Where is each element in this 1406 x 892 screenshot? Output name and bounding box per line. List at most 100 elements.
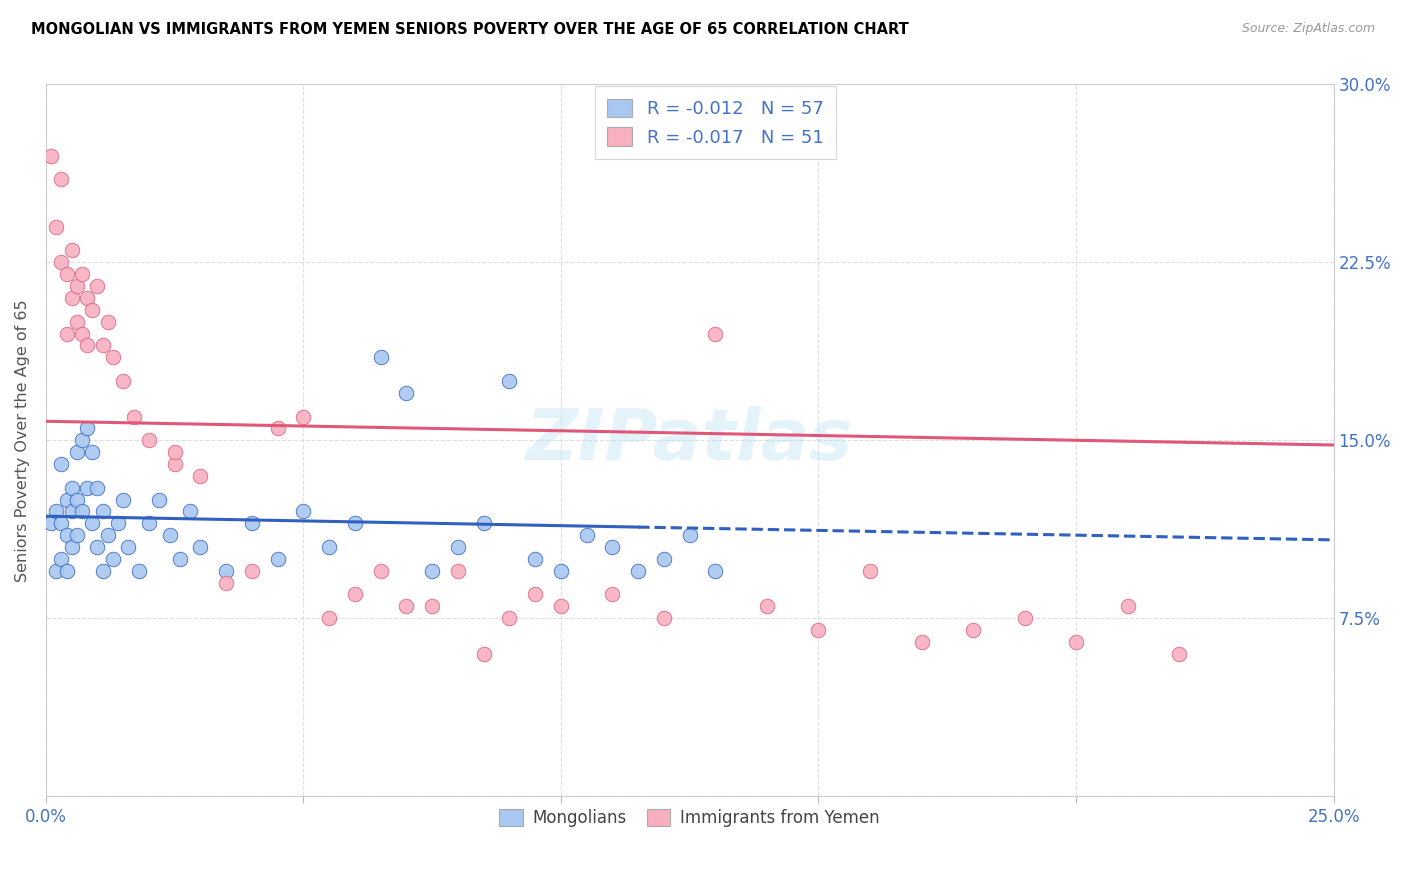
Point <box>51 552 73 566</box>
Point <box>472 647 495 661</box>
Point <box>215 575 238 590</box>
Point <box>60 481 83 495</box>
Point <box>318 540 340 554</box>
Point <box>395 385 418 400</box>
Point <box>169 552 191 566</box>
Text: Source: ZipAtlas.com: Source: ZipAtlas.com <box>1241 22 1375 36</box>
Point <box>395 599 418 614</box>
Point <box>370 564 392 578</box>
Point <box>859 564 882 578</box>
Point <box>66 528 89 542</box>
Point <box>51 516 73 531</box>
Point <box>550 564 572 578</box>
Point <box>122 409 145 424</box>
Point <box>55 267 77 281</box>
Point <box>472 516 495 531</box>
Point <box>447 540 470 554</box>
Point <box>45 504 67 518</box>
Point <box>343 587 366 601</box>
Point <box>101 552 124 566</box>
Point <box>420 564 443 578</box>
Point <box>70 504 93 518</box>
Legend: Mongolians, Immigrants from Yemen: Mongolians, Immigrants from Yemen <box>494 803 887 834</box>
Y-axis label: Seniors Poverty Over the Age of 65: Seniors Poverty Over the Age of 65 <box>15 299 30 582</box>
Point <box>343 516 366 531</box>
Point <box>107 516 129 531</box>
Point <box>910 635 932 649</box>
Point <box>128 564 150 578</box>
Point <box>112 374 135 388</box>
Point <box>82 516 104 531</box>
Point <box>524 552 547 566</box>
Point <box>420 599 443 614</box>
Point <box>652 611 675 625</box>
Point <box>704 564 727 578</box>
Point <box>240 564 263 578</box>
Point <box>1116 599 1139 614</box>
Point <box>55 492 77 507</box>
Point <box>1064 635 1087 649</box>
Point <box>70 267 93 281</box>
Point <box>756 599 779 614</box>
Point <box>101 350 124 364</box>
Point <box>60 504 83 518</box>
Point <box>76 338 98 352</box>
Point <box>55 564 77 578</box>
Point <box>138 434 160 448</box>
Point <box>962 623 984 637</box>
Point <box>138 516 160 531</box>
Point <box>1168 647 1191 661</box>
Point <box>179 504 201 518</box>
Point <box>498 374 520 388</box>
Point <box>51 172 73 186</box>
Point <box>60 540 83 554</box>
Point <box>1014 611 1036 625</box>
Point <box>292 409 315 424</box>
Point <box>66 492 89 507</box>
Point <box>524 587 547 601</box>
Point <box>292 504 315 518</box>
Point <box>91 564 114 578</box>
Point <box>51 255 73 269</box>
Point <box>51 457 73 471</box>
Point <box>240 516 263 531</box>
Point <box>97 528 120 542</box>
Point <box>39 148 62 162</box>
Point <box>55 528 77 542</box>
Point <box>627 564 650 578</box>
Point <box>602 587 624 601</box>
Text: ZIPatlas: ZIPatlas <box>526 406 853 475</box>
Point <box>163 457 186 471</box>
Point <box>66 279 89 293</box>
Point <box>45 564 67 578</box>
Point <box>82 445 104 459</box>
Point <box>267 421 290 435</box>
Point <box>39 516 62 531</box>
Point <box>550 599 572 614</box>
Point <box>215 564 238 578</box>
Point <box>190 540 212 554</box>
Point <box>76 481 98 495</box>
Point <box>575 528 598 542</box>
Point <box>704 326 727 341</box>
Point <box>76 291 98 305</box>
Point <box>70 434 93 448</box>
Point <box>318 611 340 625</box>
Point <box>86 481 108 495</box>
Point <box>807 623 830 637</box>
Point <box>45 219 67 234</box>
Point <box>498 611 520 625</box>
Point <box>112 492 135 507</box>
Point <box>370 350 392 364</box>
Point <box>82 302 104 317</box>
Point <box>66 315 89 329</box>
Point <box>91 338 114 352</box>
Point <box>97 315 120 329</box>
Point <box>86 279 108 293</box>
Point <box>602 540 624 554</box>
Point <box>76 421 98 435</box>
Point <box>148 492 170 507</box>
Point <box>159 528 181 542</box>
Point <box>679 528 702 542</box>
Point <box>190 468 212 483</box>
